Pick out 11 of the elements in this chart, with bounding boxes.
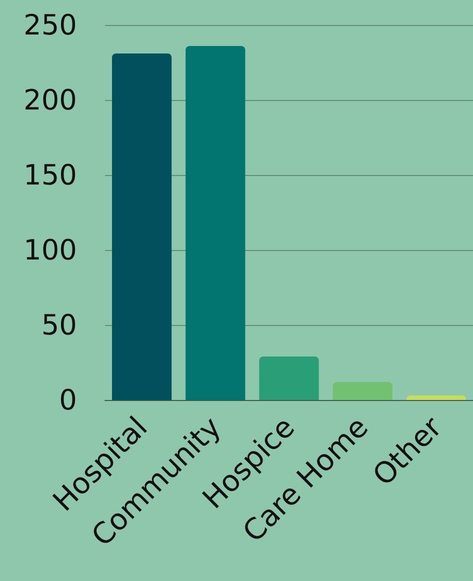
y-tick-label: 200 xyxy=(24,84,77,116)
y-tick-label: 250 xyxy=(24,8,77,42)
y-tick-label: 0 xyxy=(59,384,77,416)
bar xyxy=(259,356,319,400)
y-tick-label: 100 xyxy=(24,234,77,266)
y-tick-label: 50 xyxy=(41,308,77,342)
bar xyxy=(112,54,172,400)
bar xyxy=(406,396,466,400)
bar xyxy=(332,382,392,400)
bar xyxy=(186,46,246,400)
y-tick-label: 150 xyxy=(24,158,77,192)
